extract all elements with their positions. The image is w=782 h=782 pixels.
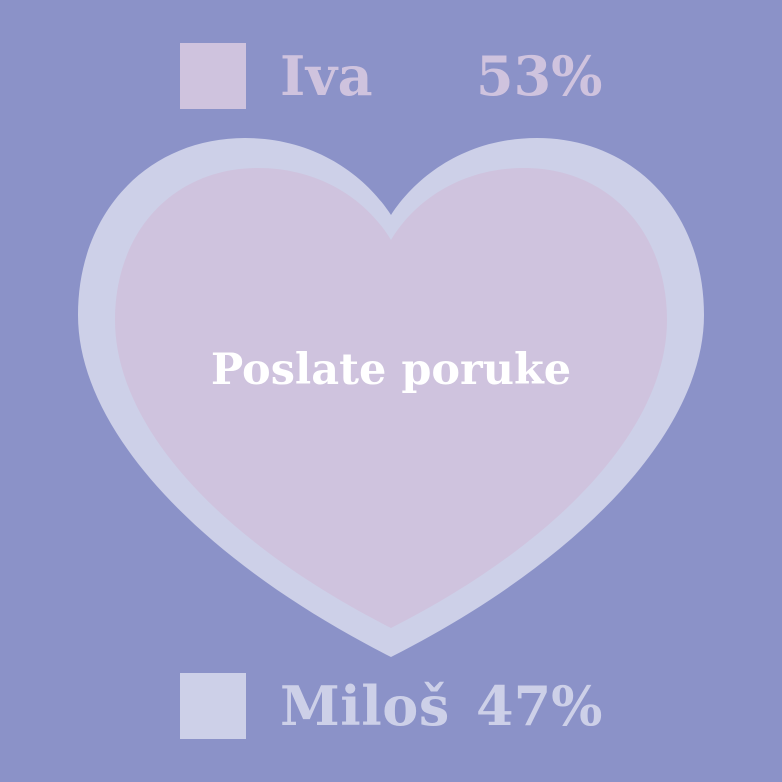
legend-item-milos: Miloš 47% — [180, 673, 602, 739]
legend-swatch-iva — [180, 43, 246, 109]
legend-value-iva: 53% — [476, 44, 603, 108]
legend-label-iva: Iva — [280, 44, 374, 108]
legend-label-milos: Miloš — [280, 674, 450, 738]
legend-value-milos: 47% — [476, 674, 603, 738]
center-label: Poslate poruke — [210, 345, 572, 395]
legend-swatch-milos — [180, 673, 246, 739]
legend-item-iva: Iva 53% — [180, 43, 602, 109]
heart-inner-slice-iva — [115, 168, 667, 628]
